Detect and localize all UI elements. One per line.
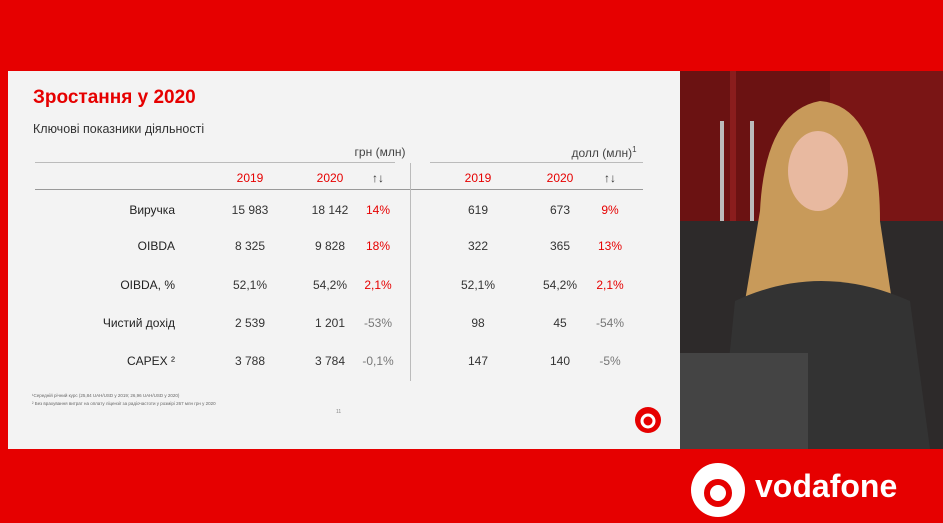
column-header: 2020 (546, 171, 574, 185)
row-label: CAPEX ² (126, 354, 175, 368)
table-cell: 54,2% (312, 278, 348, 292)
page-number: 11 (336, 409, 342, 415)
row-label: OIBDA, % (120, 278, 175, 292)
footnote: ² Без врахування витрат на оплату ліценз… (32, 401, 216, 406)
slide-title: Зростання у 2020 (33, 87, 196, 108)
table-cell: 18% (365, 239, 391, 253)
table-cell: 98 (471, 316, 485, 330)
table-cell: 619 (467, 203, 489, 217)
table-cell: 13% (597, 239, 623, 253)
column-group: грн (млн) (354, 145, 406, 159)
footnote: ¹Середній річний курс (25,84 UAH/USD у 2… (32, 393, 180, 398)
table-cell: 14% (365, 203, 391, 217)
table-cell: 2 539 (234, 316, 266, 330)
table-cell: 52,1% (232, 278, 268, 292)
brand-name: vodafone (755, 468, 898, 504)
rule (430, 162, 643, 163)
column-header: ↑↓ (604, 171, 616, 185)
row-label: Виручка (129, 203, 175, 217)
column-group: долл (млн)1 (571, 145, 637, 160)
table-cell: 1 201 (314, 316, 346, 330)
table-cell: 322 (467, 239, 489, 253)
table-cell: 45 (553, 316, 567, 330)
footnote-ref: 1 (632, 145, 637, 154)
rule (35, 189, 643, 190)
video-feed (680, 71, 943, 449)
table-cell: -0,1% (362, 354, 394, 368)
table-cell: -53% (363, 316, 393, 330)
table-cell: 8 325 (234, 239, 266, 253)
table-cell: 365 (549, 239, 571, 253)
divider (410, 163, 411, 381)
column-header: 2019 (464, 171, 492, 185)
brand-logo (691, 463, 745, 517)
table-cell: 140 (549, 354, 571, 368)
table-cell: 9 828 (314, 239, 346, 253)
table-cell: 52,1% (460, 278, 496, 292)
row-label: OIBDA (137, 239, 175, 253)
table-cell: 2,1% (364, 278, 392, 292)
table-cell: 3 784 (314, 354, 346, 368)
row-label: Чистий дохід (102, 316, 175, 330)
table-cell: 18 142 (311, 203, 349, 217)
table-cell: 54,2% (542, 278, 578, 292)
column-header: 2019 (236, 171, 264, 185)
table-cell: -54% (595, 316, 625, 330)
logo (635, 407, 661, 433)
presenter (680, 71, 943, 449)
column-header: 2020 (316, 171, 344, 185)
table-cell: -5% (599, 354, 621, 368)
table-cell: 15 983 (231, 203, 269, 217)
table-cell: 2,1% (596, 278, 624, 292)
table-cell: 673 (549, 203, 571, 217)
slide: Зростання у 2020 Ключові показники діяль… (8, 71, 680, 449)
column-header: ↑↓ (372, 171, 384, 185)
rule (35, 162, 395, 163)
table-cell: 9% (601, 203, 619, 217)
slide-subtitle: Ключові показники діяльності (33, 122, 205, 136)
table-cell: 147 (467, 354, 489, 368)
table-cell: 3 788 (234, 354, 266, 368)
